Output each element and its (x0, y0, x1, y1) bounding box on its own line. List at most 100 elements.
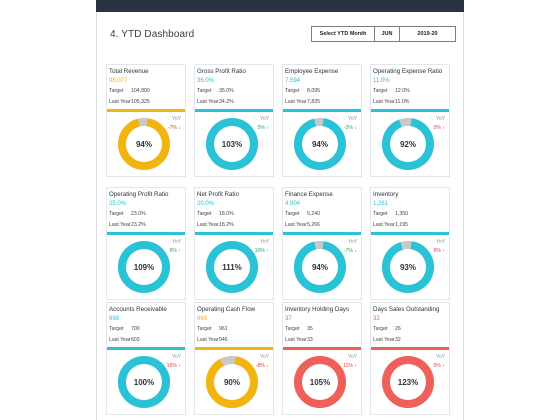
gauge-donut (206, 118, 258, 170)
target-value: 700 (131, 326, 140, 332)
gauge-arc (118, 241, 170, 293)
target-label: Target (197, 88, 212, 94)
kpi-value: 11.0% (373, 78, 390, 84)
kpi-color-bar (195, 347, 273, 350)
target-row: Target 8,095 (285, 88, 320, 94)
kpi-card-gross-profit-ratio: Gross Profit Ratio 36.0% Target 35.0% Las… (194, 64, 274, 177)
target-label: Target (197, 211, 212, 217)
last-year-value: 603 (131, 337, 140, 343)
year-select[interactable]: 2019-20 (417, 31, 438, 37)
yoy-change: 5% ↑ (257, 125, 269, 131)
gauge-percent: 109% (133, 262, 155, 272)
kpi-value: 32 (373, 316, 380, 322)
kpi-value: 20.0% (197, 201, 215, 207)
target-row: Target 104,800 (109, 88, 150, 94)
kpi-card-inventory-holding-days: Inventory Holding Days 37 Target 35 Last … (282, 302, 362, 415)
target-row: Target 700 (109, 326, 140, 332)
kpi-color-bar (371, 347, 449, 350)
last-year-label: Last Year (197, 337, 219, 343)
gauge-percent: 93% (399, 262, 416, 272)
kpi-name: Accounts Receivable (109, 306, 167, 313)
gauge-donut (382, 241, 434, 293)
last-year-row: Last Year11.0% (373, 99, 409, 105)
yoy-change: -8% ↓ (255, 363, 269, 369)
target-value: 961 (219, 326, 228, 332)
target-value: 8,095 (307, 88, 320, 94)
last-year-value: 7,835 (307, 99, 320, 105)
kpi-card-accounts-receivable: Accounts Receivable 698 Target 700 Last Y… (106, 302, 186, 415)
target-value: 23.0% (131, 211, 146, 217)
kpi-value: 98,077 (109, 78, 128, 84)
target-value: 104,800 (131, 88, 150, 94)
kpi-value: 25.0% (109, 201, 127, 207)
gauge-donut (294, 118, 346, 170)
last-year-row: Last Year105,325 (109, 99, 150, 105)
target-value: 12.0% (395, 88, 410, 94)
gauge-donut (118, 118, 170, 170)
kpi-name: Net Profit Ratio (197, 191, 239, 198)
gauge-percent: 100% (133, 377, 155, 387)
gauge-percent: 103% (221, 139, 243, 149)
kpi-name: Operating Cash Flow (197, 306, 256, 313)
gauge-arc (118, 118, 170, 170)
yoy-change: 6% ↑ (433, 248, 445, 254)
gauge-percent: 94% (135, 139, 152, 149)
last-year-value: 18.2% (219, 222, 234, 228)
last-year-value: 11.0% (395, 99, 410, 105)
kpi-name: Finance Expense (285, 191, 333, 198)
kpi-color-bar (283, 347, 361, 350)
last-year-row: Last Year7,835 (285, 99, 320, 105)
last-year-label: Last Year (109, 99, 131, 105)
kpi-color-bar (283, 232, 361, 235)
kpi-card-employee-expense: Employee Expense 7,594 Target 8,095 Last … (282, 64, 362, 177)
yoy-label: YoY (348, 354, 357, 360)
gauge-arc (206, 118, 258, 170)
last-year-row: Last Year1,195 (373, 222, 408, 228)
kpi-color-bar (371, 232, 449, 235)
ytd-month-selector: Select YTD Month JUN 2019-20 (311, 26, 456, 42)
kpi-card-operating-profit-ratio: Operating Profit Ratio 25.0% Target 23.0%… (106, 187, 186, 300)
kpi-value: 4,904 (285, 201, 301, 207)
kpi-color-bar (107, 109, 185, 112)
last-year-label: Last Year (197, 222, 219, 228)
gauge-donut (382, 356, 434, 408)
gauge-donut (206, 356, 258, 408)
kpi-value: 36.0% (197, 78, 215, 84)
last-year-label: Last Year (373, 222, 395, 228)
kpi-name: Employee Expense (285, 68, 339, 75)
last-year-value: 1,195 (395, 222, 408, 228)
kpi-name: Operating Expense Ratio (373, 68, 443, 75)
yoy-change: -7% ↓ (343, 248, 357, 254)
gauge-arc (118, 356, 170, 408)
yoy-label: YoY (260, 116, 269, 122)
target-label: Target (285, 211, 300, 217)
kpi-value: 7,594 (285, 78, 301, 84)
target-label: Target (285, 326, 300, 332)
kpi-color-bar (107, 232, 185, 235)
gauge-percent: 90% (223, 377, 240, 387)
yoy-label: YoY (172, 239, 181, 245)
target-label: Target (373, 326, 388, 332)
yoy-label: YoY (348, 239, 357, 245)
yoy-label: YoY (260, 354, 269, 360)
gauge-donut (294, 241, 346, 293)
last-year-value: 34.2% (219, 99, 234, 105)
target-label: Target (109, 211, 124, 217)
target-row: Target 35.0% (197, 88, 234, 94)
gauge-donut (118, 241, 170, 293)
yoy-label: YoY (172, 116, 181, 122)
last-year-row: Last Year33 (285, 337, 313, 343)
last-year-label: Last Year (285, 337, 307, 343)
yoy-change: 10% ↑ (254, 248, 269, 254)
target-value: 35 (307, 326, 313, 332)
yoy-label: YoY (436, 239, 445, 245)
gauge-arc (382, 356, 434, 408)
month-select[interactable]: JUN (375, 27, 400, 41)
gauge-donut (118, 356, 170, 408)
gauge-donut (382, 118, 434, 170)
target-label: Target (197, 326, 212, 332)
kpi-name: Total Revenue (109, 68, 149, 75)
last-year-row: Last Year34.2% (197, 99, 234, 105)
gauge-donut (206, 241, 258, 293)
last-year-row: Last Year603 (109, 337, 140, 343)
